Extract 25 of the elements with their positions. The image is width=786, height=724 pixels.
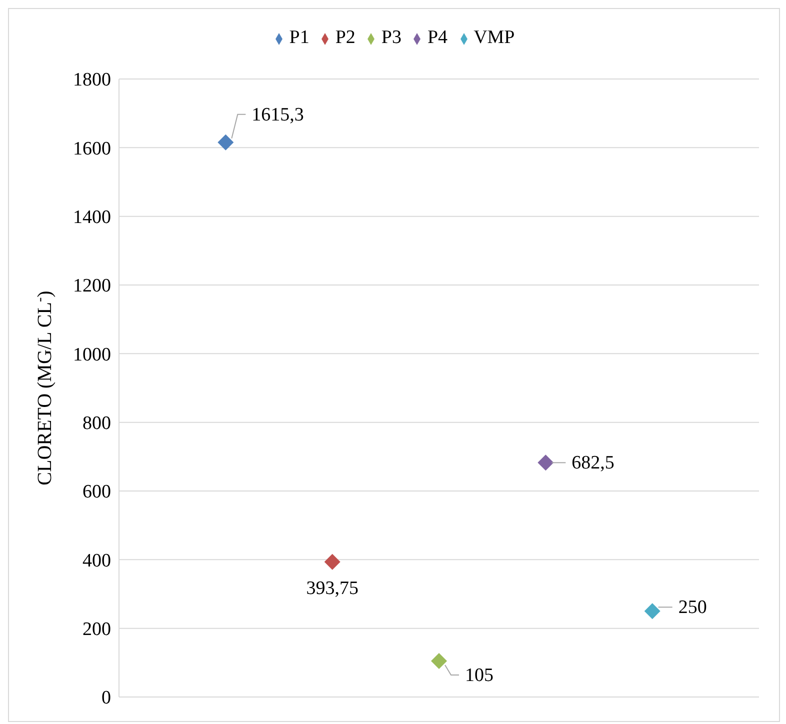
point — [218, 134, 234, 150]
y-tick-label: 1800 — [73, 70, 111, 91]
data-label: 682,5 — [572, 452, 614, 474]
point — [538, 454, 554, 471]
legend-label: P1 — [289, 27, 310, 48]
data-label: 250 — [678, 597, 707, 618]
point — [431, 652, 447, 669]
y-tick-label: 200 — [82, 619, 111, 640]
legend-label: P4 — [427, 27, 448, 48]
y-tick-label: 1400 — [73, 207, 111, 228]
y-tick-label: 600 — [82, 482, 111, 503]
y-tick-label: 1600 — [73, 138, 111, 160]
y-tick-label: 1000 — [73, 344, 111, 366]
legend-label: P3 — [381, 27, 402, 48]
legend-label: P2 — [335, 27, 356, 48]
point — [644, 603, 660, 620]
data-label: 1615,3 — [252, 104, 304, 126]
legend-label: VMP — [474, 27, 515, 48]
y-tick-label: 0 — [102, 688, 111, 709]
y-tick-label: 400 — [82, 550, 111, 572]
data-label: 393,75 — [306, 578, 358, 599]
point — [324, 554, 340, 570]
y-tick-label: 800 — [82, 413, 111, 434]
y-tick-label: 1200 — [73, 276, 111, 297]
data-label: 105 — [465, 664, 494, 686]
